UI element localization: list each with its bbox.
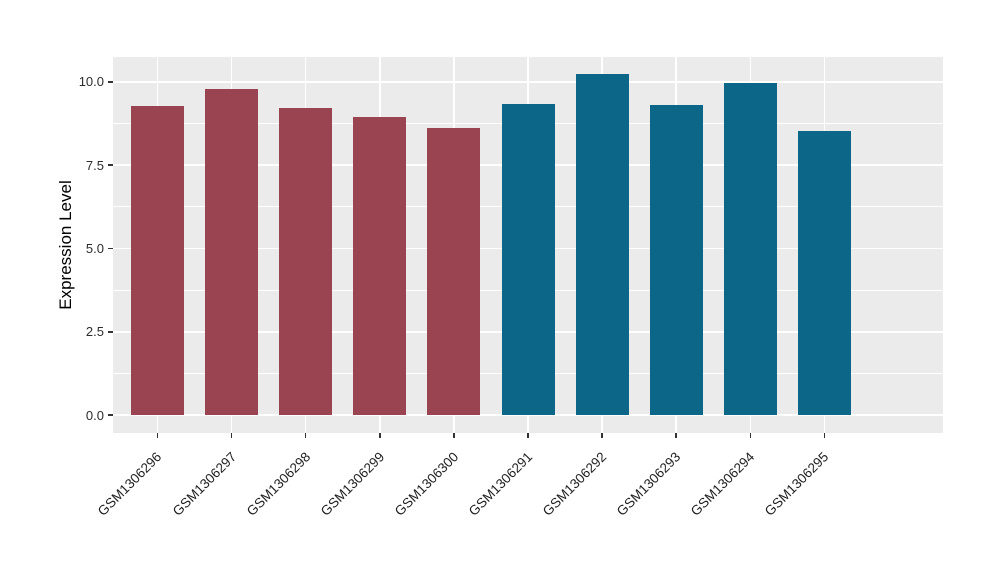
x-tick-mark: [823, 433, 826, 438]
bar-GSM1306297: [205, 88, 259, 415]
y-tick-mark: [108, 331, 113, 333]
y-tick-mark: [108, 164, 113, 166]
y-tick-mark: [108, 414, 113, 416]
y-tick-mark: [108, 81, 113, 83]
y-tick-label: 10.0: [78, 74, 104, 90]
bar-GSM1306296: [130, 105, 184, 415]
x-tick-mark: [156, 433, 159, 438]
x-tick-mark: [379, 433, 381, 438]
y-tick-mark: [108, 247, 113, 250]
bar-GSM1306300: [427, 128, 481, 415]
x-tick-mark: [675, 433, 677, 438]
y-tick-label: 0.0: [85, 407, 104, 423]
bar-GSM1306295: [797, 131, 851, 415]
bar-GSM1306294: [723, 83, 777, 415]
y-tick-label: 7.5: [85, 157, 104, 173]
bar-GSM1306293: [649, 105, 703, 415]
bar-GSM1306292: [575, 74, 629, 415]
x-tick-mark: [749, 433, 752, 438]
plot-panel: [113, 57, 943, 433]
y-tick-label: 5.0: [85, 240, 104, 256]
x-tick-mark: [527, 433, 529, 438]
bar-GSM1306299: [353, 116, 407, 415]
bar-GSM1306298: [279, 108, 333, 415]
x-tick-mark: [453, 433, 455, 438]
bar-GSM1306291: [501, 104, 555, 415]
x-tick-mark: [601, 433, 603, 438]
y-tick-label: 2.5: [85, 324, 104, 340]
x-tick-mark: [304, 433, 307, 438]
x-tick-mark: [230, 433, 233, 438]
